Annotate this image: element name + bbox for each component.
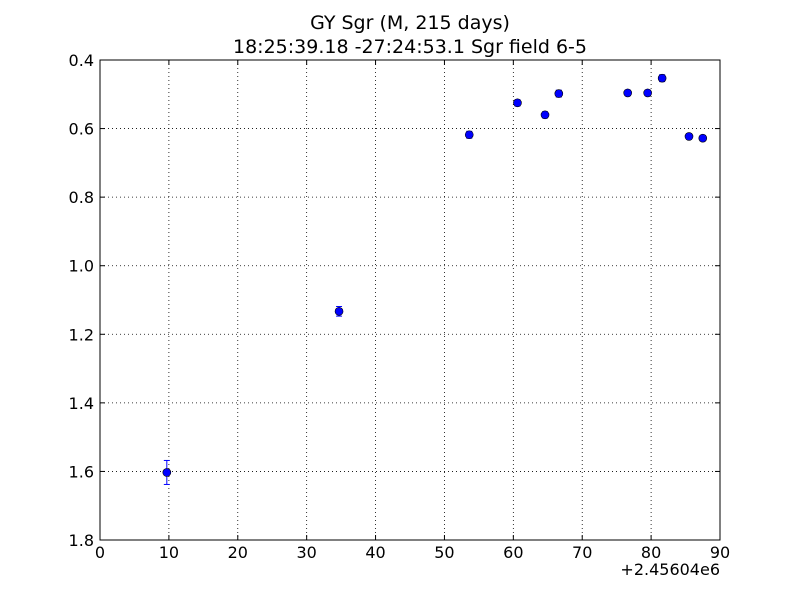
y-tick-label: 1.2 — [69, 325, 94, 344]
x-tick-label: 90 — [710, 543, 730, 562]
data-point — [540, 110, 550, 120]
data-point — [554, 89, 564, 98]
point-marker — [334, 307, 344, 316]
x-tick-label: 40 — [365, 543, 385, 562]
y-tick-label: 0.4 — [69, 51, 94, 70]
data-point — [684, 132, 694, 141]
plot-frame — [99, 59, 721, 541]
ticks-layer: 0 10 20 30 40 50 60 70 80 90 0.4 0.6 0.8 1.0 1.2 1.4 1.6… — [69, 51, 731, 562]
x-tick-label: 20 — [228, 543, 248, 562]
point-marker — [464, 130, 474, 140]
chart-subtitle: 18:25:39.18 -27:24:53.1 Sgr field 6-5 — [233, 36, 587, 58]
x-tick-label: 50 — [434, 543, 454, 562]
point-marker — [643, 88, 652, 98]
point-marker — [540, 110, 550, 120]
point-marker — [554, 89, 564, 98]
data-point — [334, 306, 344, 317]
y-tick-label: 1.4 — [69, 394, 94, 413]
chart-title: GY Sgr (M, 215 days) — [310, 12, 510, 34]
y-tick-label: 1.0 — [69, 257, 94, 276]
x-tick-label: 80 — [641, 543, 661, 562]
x-tick-label: 60 — [503, 543, 523, 562]
data-point — [513, 98, 522, 108]
x-tick-label: 0 — [95, 543, 105, 562]
point-marker — [698, 133, 708, 143]
data-point — [698, 133, 708, 143]
y-tick-label: 1.6 — [69, 462, 94, 481]
data-point — [162, 459, 172, 485]
point-marker — [162, 468, 172, 477]
x-tick-label: 30 — [296, 543, 316, 562]
x-tick-label: 70 — [572, 543, 592, 562]
point-marker — [657, 73, 667, 83]
data-point — [464, 130, 474, 140]
y-tick-label: 1.8 — [69, 531, 94, 550]
point-marker — [623, 88, 632, 98]
point-marker — [513, 98, 522, 108]
grid-layer — [100, 60, 720, 540]
x-tick-label: 10 — [159, 543, 179, 562]
y-tick-label: 0.8 — [69, 188, 94, 207]
y-tick-label: 0.6 — [69, 120, 94, 139]
x-offset-label: +2.45604e6 — [620, 560, 720, 579]
data-point — [643, 88, 652, 98]
point-marker — [684, 132, 694, 141]
data-point — [623, 88, 632, 98]
data-point — [657, 73, 667, 83]
points-layer — [162, 73, 708, 485]
